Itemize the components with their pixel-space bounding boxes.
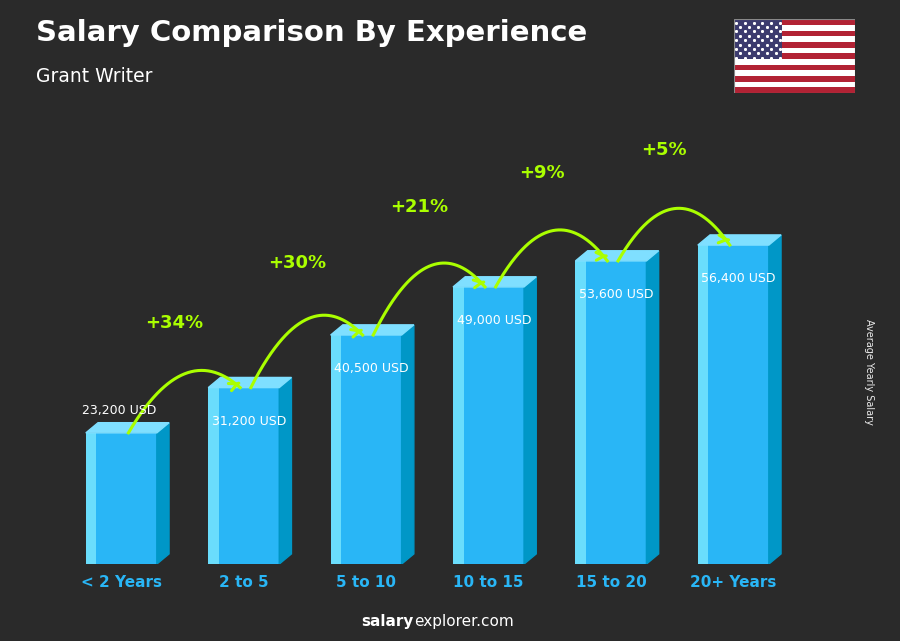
Polygon shape	[524, 277, 536, 564]
Bar	[734, 53, 855, 59]
Text: 31,200 USD: 31,200 USD	[212, 415, 286, 428]
Bar	[453, 287, 464, 564]
Polygon shape	[453, 277, 536, 287]
Bar	[330, 335, 341, 564]
Bar	[734, 65, 855, 71]
Text: +9%: +9%	[519, 164, 564, 182]
Bar	[734, 25, 855, 31]
Bar	[734, 31, 855, 37]
Polygon shape	[330, 325, 414, 335]
Bar	[698, 245, 708, 564]
Bar	[698, 245, 769, 564]
Bar	[208, 388, 219, 564]
Bar	[734, 47, 855, 53]
Text: salary: salary	[362, 615, 414, 629]
Bar	[575, 261, 586, 564]
Text: explorer.com: explorer.com	[414, 615, 514, 629]
Text: 23,200 USD: 23,200 USD	[82, 404, 157, 417]
Text: Average Yearly Salary: Average Yearly Salary	[863, 319, 874, 425]
Bar	[453, 287, 524, 564]
Text: 56,400 USD: 56,400 USD	[701, 272, 776, 285]
Polygon shape	[646, 251, 659, 564]
Bar	[734, 81, 855, 87]
Bar	[86, 433, 157, 564]
Text: +30%: +30%	[268, 254, 326, 272]
Bar	[734, 19, 782, 59]
Bar	[86, 433, 96, 564]
Polygon shape	[208, 378, 292, 388]
Bar	[734, 76, 855, 81]
Polygon shape	[86, 422, 169, 433]
Bar	[330, 335, 401, 564]
Text: Salary Comparison By Experience: Salary Comparison By Experience	[36, 19, 587, 47]
Polygon shape	[279, 378, 292, 564]
Bar	[734, 87, 855, 93]
Bar	[734, 19, 855, 25]
Polygon shape	[769, 235, 781, 564]
Bar	[734, 59, 855, 65]
Polygon shape	[157, 422, 169, 564]
Text: Grant Writer: Grant Writer	[36, 67, 152, 87]
Text: 40,500 USD: 40,500 USD	[334, 362, 409, 375]
Bar	[208, 388, 279, 564]
Text: 49,000 USD: 49,000 USD	[456, 314, 531, 327]
Polygon shape	[698, 235, 781, 245]
Text: 53,600 USD: 53,600 USD	[579, 288, 653, 301]
Polygon shape	[401, 325, 414, 564]
Bar	[734, 37, 855, 42]
Text: +5%: +5%	[642, 140, 687, 158]
Bar	[734, 42, 855, 47]
Bar	[734, 71, 855, 76]
Polygon shape	[575, 251, 659, 261]
Text: +21%: +21%	[391, 198, 448, 216]
Text: +34%: +34%	[146, 314, 203, 332]
Bar	[575, 261, 646, 564]
